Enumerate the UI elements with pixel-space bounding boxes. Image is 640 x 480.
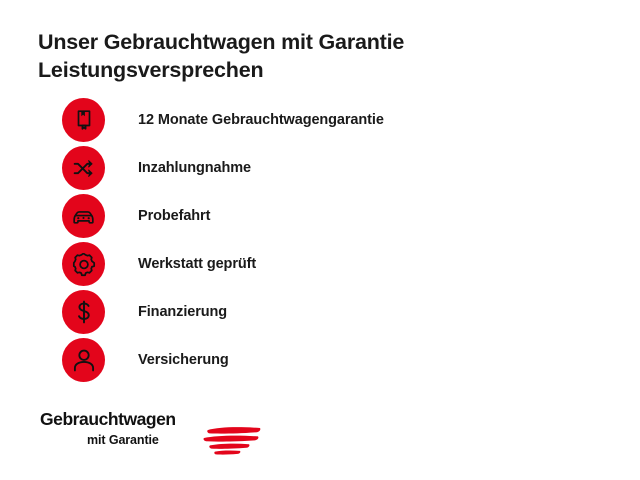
benefit-item-garantie: 12 Monate Gebrauchtwagengarantie xyxy=(0,96,640,144)
logo-text: Gebrauchtwagen mit Garantie xyxy=(40,409,220,447)
logo-main-text: Gebrauchtwagen xyxy=(40,409,176,429)
gear-icon xyxy=(62,242,105,286)
benefit-label: Versicherung xyxy=(138,352,229,368)
logo-sub-text: mit Garantie xyxy=(87,432,159,447)
page-title-line-1: Unser Gebrauchtwagen mit Garantie xyxy=(38,30,405,54)
certificate-icon xyxy=(62,98,105,142)
red-brush-stroke-icon xyxy=(203,427,261,455)
benefit-label: Inzahlungnahme xyxy=(138,160,251,176)
benefit-item-inzahlungnahme: Inzahlungnahme xyxy=(0,144,640,192)
page-title-line-2: Leistungsversprechen xyxy=(38,57,264,82)
shuffle-arrows-icon xyxy=(62,146,105,190)
benefits-list: 12 Monate Gebrauchtwagengarantie Inzahlu… xyxy=(0,96,640,384)
dollar-sign-icon xyxy=(62,290,105,334)
benefit-label: Finanzierung xyxy=(138,304,228,320)
benefit-item-probefahrt: Probefahrt xyxy=(0,192,640,240)
page-title: Unser Gebrauchtwagen mit Garantie Leistu… xyxy=(38,29,598,84)
benefit-item-finanzierung: Finanzierung xyxy=(0,288,640,336)
benefit-label: Werkstatt geprüft xyxy=(138,256,257,272)
benefit-label: 12 Monate Gebrauchtwagengarantie xyxy=(138,112,384,128)
car-front-icon xyxy=(62,194,105,238)
benefit-label: Probefahrt xyxy=(138,208,211,224)
logo: Gebrauchtwagen mit Garantie xyxy=(40,409,270,459)
person-icon xyxy=(62,338,105,382)
benefit-item-werkstatt: Werkstatt geprüft xyxy=(0,240,640,288)
benefit-item-versicherung: Versicherung xyxy=(0,336,640,384)
